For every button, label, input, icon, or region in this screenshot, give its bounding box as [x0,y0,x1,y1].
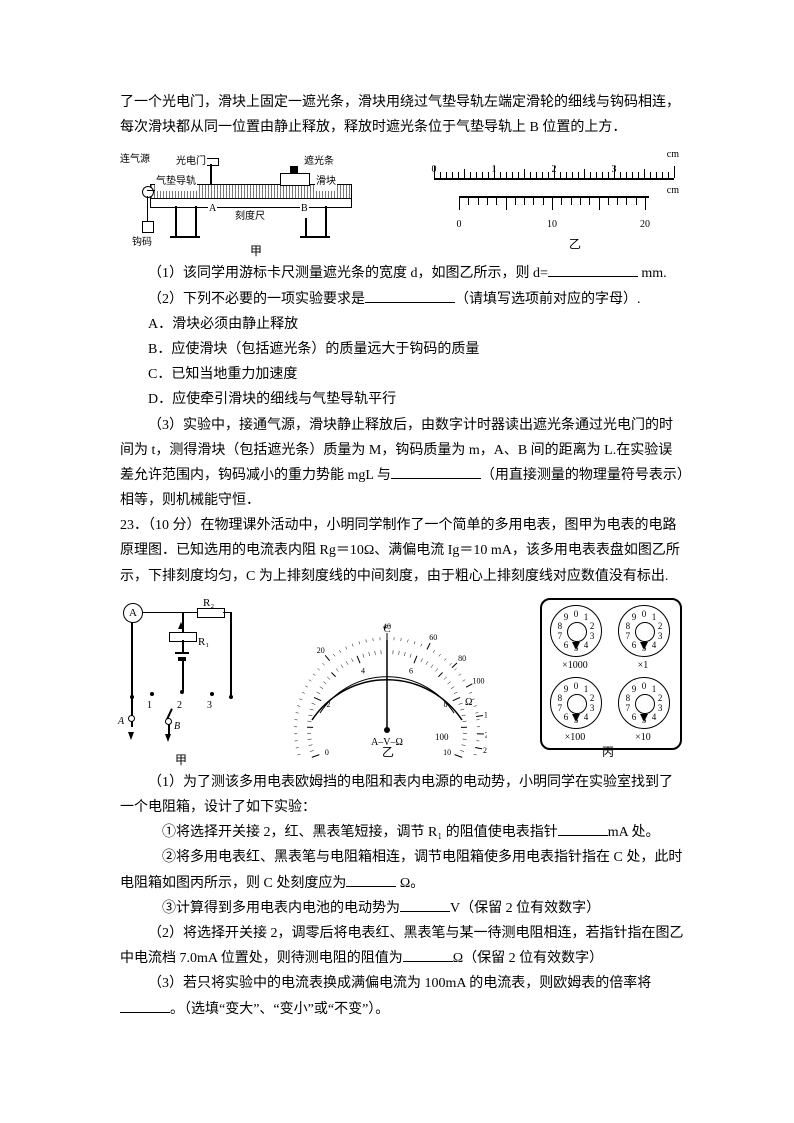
svg-text:2: 2 [327,700,331,709]
optD: D．应使牵引滑块的细线与气垫导轨平行 [120,387,684,412]
figure-dial: 020406080100150200250 0246810 C Ω A–V–Ω … [287,600,487,760]
label-A: A [208,200,217,218]
R1-label: R₁ [198,633,209,653]
svg-text:6: 6 [409,666,413,675]
svg-text:20: 20 [317,646,325,655]
flag-label: 遮光条 [303,153,335,171]
page: 了一个光电门，滑块上固定一遮光条，滑块用绕过气垫导轨左端定滑轮的细线与钩码相连，… [0,0,794,1123]
airtrack-label: 气垫导轨 [155,173,197,191]
figure-row-1: 刻度尺 钩码 气垫导轨 光电门 遮光条 滑块 连气源 A B 甲 cm cm 0… [120,146,684,251]
svg-text:8: 8 [443,700,447,709]
p23-1: （1）为了测该多用电表欧姆挡的电阻和表内电源的电动势，小明同学在实验室找到了一个… [120,770,684,820]
p23-3: （3）若只将实验中的电流表换成满偏电流为 100mA 的电流表，则欧姆表的倍率将… [120,971,684,1021]
q2: （2）下列不必要的一项实验要求是 （请填写选项前对应的字母）. [120,287,684,312]
cm-top: cm [667,146,679,164]
figure-row-2: A R₂ R₁ 1 2 3 [120,595,684,760]
optB: B．应使滑块（包括遮光条）的质量远大于钩码的质量 [120,337,684,362]
fig-label-yi: 乙 [569,234,581,256]
label-B: B [300,200,309,218]
svg-text:10: 10 [443,748,451,757]
q1: （1）该同学用游标卡尺测量遮光条的宽度 d，如图乙所示，则 d= mm. [120,261,684,286]
weight-label: 钩码 [132,234,152,252]
q2-tail: （请填写选项前对应的字母）. [455,292,641,307]
svg-text:250: 250 [483,746,487,755]
figure-vernier: cm cm 0123 01020 乙 [424,146,684,251]
svg-text:100: 100 [435,732,449,742]
blank-emf[interactable] [400,897,450,912]
blank-mA[interactable] [558,821,608,836]
svg-text:C: C [383,623,390,635]
knob: 0123456789 [618,677,670,729]
knob: 0123456789 [550,677,602,729]
intro-text: 了一个光电门，滑块上固定一遮光条，滑块用绕过气垫导轨左端定滑轮的细线与钩码相连，… [120,90,684,140]
block-label: 滑块 [315,173,337,191]
knob: 0123456789 [550,605,602,657]
q3: （3）实验中，接通气源，滑块静止释放后，由数字计时器读出遮光条通过光电门的时间为… [120,413,684,514]
p23-1-1: ①将选择开关接 2，红、黑表笔短接，调节 R₁ 的阻值使电表指针mA 处。 [120,820,684,845]
gate-label: 光电门 [175,153,207,171]
cm-bot: cm [667,182,679,200]
ruler-label: 刻度尺 [235,208,265,226]
svg-text:100: 100 [472,676,484,685]
rheostat-arrow-icon [178,622,184,629]
knob: 0123456789 [618,605,670,657]
optA: A．滑块必须由静止释放 [120,312,684,337]
svg-text:0: 0 [325,748,329,757]
ammeter: A [123,603,143,623]
q1-unit: mm. [638,266,667,281]
source-label: 连气源 [120,154,150,165]
svg-text:4: 4 [361,666,365,675]
p23-1-2: ②将多用电表红、黑表笔与电阻箱相连，调节电阻箱使多用电表指针指在 C 处，此时电… [120,845,684,895]
p23-head: 23．（10 分）在物理课外活动中，小明同学制作了一个简单的多用电表，图甲为电表… [120,513,684,589]
figure-resistance-box: 0123456789 0123456789 0123456789 0123456… [534,595,684,760]
blank-q3[interactable] [391,464,481,479]
svg-text:150: 150 [484,710,487,719]
blank-Rx[interactable] [403,947,453,962]
blank-scale[interactable] [120,998,170,1013]
fig-label-jia2: 甲 [175,750,187,772]
svg-text:60: 60 [429,633,437,642]
blank-d[interactable] [548,262,638,277]
svg-text:80: 80 [458,654,466,663]
fig-label-yi2: 乙 [382,742,394,764]
dial-svg: 020406080100150200250 0246810 C Ω A–V–Ω … [287,600,487,760]
fig-label-bing: 丙 [602,742,614,764]
figure-circuit: A R₂ R₁ 1 2 3 [120,600,240,760]
p23-1-3: ③计算得到多用电表内电池的电动势为V（保留 2 位有效数字） [120,896,684,921]
q1-text: （1）该同学用游标卡尺测量遮光条的宽度 d，如图乙所示，则 d= [148,266,548,281]
p23-2: （2）将选择开关接 2，调零后将电表红、黑表笔与某一待测电阻相连，若指针指在图乙… [120,921,684,971]
svg-text:200: 200 [485,730,487,739]
blank-q2[interactable] [365,288,455,303]
R2-label: R₂ [203,594,214,614]
blank-ohm[interactable] [346,872,396,887]
q2-text: （2）下列不必要的一项实验要求是 [148,292,365,307]
figure-air-track: 刻度尺 钩码 气垫导轨 光电门 遮光条 滑块 连气源 A B 甲 [120,146,390,251]
fig-label-jia: 甲 [250,241,262,263]
optC: C．已知当地重力加速度 [120,362,684,387]
svg-text:Ω: Ω [465,697,472,708]
